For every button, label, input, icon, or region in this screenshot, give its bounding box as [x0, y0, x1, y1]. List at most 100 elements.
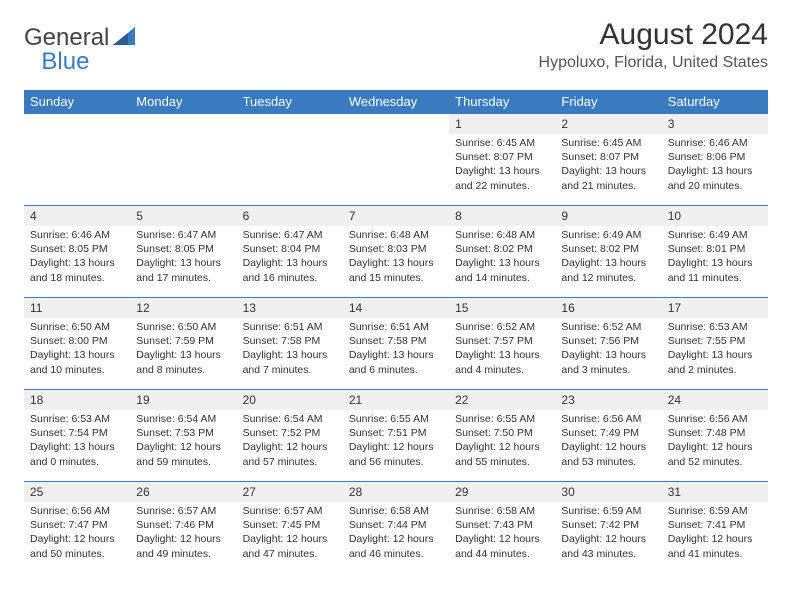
sunrise-value: 6:56 AM [603, 413, 642, 425]
sunrise-value: 6:48 AM [497, 229, 536, 241]
logo-text-blue: Blue [41, 48, 89, 76]
sunrise-label: Sunrise: [243, 413, 282, 425]
day-number: 12 [130, 298, 236, 318]
sunset-value: 8:05 PM [175, 243, 214, 255]
sunset-value: 8:00 PM [69, 335, 108, 347]
daylight-label: Daylight: [668, 441, 709, 453]
daylight-label: Daylight: [136, 441, 177, 453]
sunset-value: 7:49 PM [600, 427, 639, 439]
calendar-day-cell: 5Sunrise: 6:47 AMSunset: 8:05 PMDaylight… [130, 206, 236, 298]
sunset-label: Sunset: [136, 335, 172, 347]
sunrise-value: 6:54 AM [284, 413, 323, 425]
calendar-day-cell: 22Sunrise: 6:55 AMSunset: 7:50 PMDayligh… [449, 390, 555, 482]
sunrise-label: Sunrise: [561, 321, 600, 333]
calendar-day-cell: 26Sunrise: 6:57 AMSunset: 7:46 PMDayligh… [130, 482, 236, 574]
sunset-value: 8:02 PM [600, 243, 639, 255]
sunrise-label: Sunrise: [455, 413, 494, 425]
day-details: Sunrise: 6:51 AMSunset: 7:58 PMDaylight:… [343, 318, 449, 379]
sunrise-label: Sunrise: [30, 413, 69, 425]
calendar-day-cell: 24Sunrise: 6:56 AMSunset: 7:48 PMDayligh… [662, 390, 768, 482]
sunrise-label: Sunrise: [668, 321, 707, 333]
day-number: 24 [662, 390, 768, 410]
day-number: 10 [662, 206, 768, 226]
daylight-label: Daylight: [30, 441, 71, 453]
daylight-label: Daylight: [561, 349, 602, 361]
daylight-label: Daylight: [30, 533, 71, 545]
day-details: Sunrise: 6:54 AMSunset: 7:52 PMDaylight:… [237, 410, 343, 471]
calendar-day-cell: 3Sunrise: 6:46 AMSunset: 8:06 PMDaylight… [662, 114, 768, 206]
day-details: Sunrise: 6:51 AMSunset: 7:58 PMDaylight:… [237, 318, 343, 379]
calendar-day-cell: .. [24, 114, 130, 206]
sunset-value: 7:51 PM [387, 427, 426, 439]
sunrise-value: 6:50 AM [71, 321, 110, 333]
calendar-day-cell: 19Sunrise: 6:54 AMSunset: 7:53 PMDayligh… [130, 390, 236, 482]
sunrise-value: 6:53 AM [71, 413, 110, 425]
sunrise-value: 6:51 AM [284, 321, 323, 333]
day-details: Sunrise: 6:58 AMSunset: 7:44 PMDaylight:… [343, 502, 449, 563]
day-details: Sunrise: 6:46 AMSunset: 8:05 PMDaylight:… [24, 226, 130, 287]
calendar-day-cell: 30Sunrise: 6:59 AMSunset: 7:42 PMDayligh… [555, 482, 661, 574]
sunrise-value: 6:59 AM [603, 505, 642, 517]
sunrise-label: Sunrise: [243, 505, 282, 517]
day-number: 21 [343, 390, 449, 410]
sunrise-label: Sunrise: [349, 505, 388, 517]
sunrise-label: Sunrise: [668, 137, 707, 149]
calendar-day-cell: 23Sunrise: 6:56 AMSunset: 7:49 PMDayligh… [555, 390, 661, 482]
weekday-header: Wednesday [343, 90, 449, 114]
sunset-value: 7:50 PM [494, 427, 533, 439]
sunset-value: 8:04 PM [281, 243, 320, 255]
calendar-day-cell: 1Sunrise: 6:45 AMSunset: 8:07 PMDaylight… [449, 114, 555, 206]
sunset-label: Sunset: [455, 519, 491, 531]
calendar-day-cell: .. [237, 114, 343, 206]
sunset-value: 7:52 PM [281, 427, 320, 439]
sunrise-value: 6:52 AM [497, 321, 536, 333]
sunset-label: Sunset: [455, 335, 491, 347]
sunset-label: Sunset: [349, 335, 385, 347]
day-number: 25 [24, 482, 130, 502]
sunrise-value: 6:58 AM [497, 505, 536, 517]
calendar-week-row: 25Sunrise: 6:56 AMSunset: 7:47 PMDayligh… [24, 482, 768, 574]
sunrise-value: 6:58 AM [390, 505, 429, 517]
sunrise-label: Sunrise: [136, 413, 175, 425]
day-details: Sunrise: 6:55 AMSunset: 7:50 PMDaylight:… [449, 410, 555, 471]
sunrise-label: Sunrise: [30, 229, 69, 241]
calendar-day-cell: 18Sunrise: 6:53 AMSunset: 7:54 PMDayligh… [24, 390, 130, 482]
sunrise-value: 6:52 AM [603, 321, 642, 333]
sunset-label: Sunset: [668, 335, 704, 347]
sunset-value: 7:53 PM [175, 427, 214, 439]
day-details: Sunrise: 6:55 AMSunset: 7:51 PMDaylight:… [343, 410, 449, 471]
day-details: Sunrise: 6:48 AMSunset: 8:03 PMDaylight:… [343, 226, 449, 287]
daylight-label: Daylight: [455, 165, 496, 177]
weekday-header: Thursday [449, 90, 555, 114]
sunset-label: Sunset: [349, 243, 385, 255]
daylight-label: Daylight: [243, 257, 284, 269]
daylight-label: Daylight: [30, 257, 71, 269]
sunset-label: Sunset: [30, 427, 66, 439]
daylight-label: Daylight: [668, 533, 709, 545]
sunset-value: 8:05 PM [69, 243, 108, 255]
day-details: Sunrise: 6:53 AMSunset: 7:55 PMDaylight:… [662, 318, 768, 379]
daylight-label: Daylight: [349, 533, 390, 545]
day-number: 13 [237, 298, 343, 318]
sunset-value: 7:42 PM [600, 519, 639, 531]
calendar-day-cell: 11Sunrise: 6:50 AMSunset: 8:00 PMDayligh… [24, 298, 130, 390]
daylight-label: Daylight: [243, 533, 284, 545]
sunset-label: Sunset: [561, 519, 597, 531]
day-details: Sunrise: 6:59 AMSunset: 7:41 PMDaylight:… [662, 502, 768, 563]
daylight-label: Daylight: [455, 257, 496, 269]
day-number: 5 [130, 206, 236, 226]
daylight-label: Daylight: [668, 257, 709, 269]
daylight-label: Daylight: [668, 349, 709, 361]
sunrise-value: 6:49 AM [709, 229, 748, 241]
daylight-label: Daylight: [455, 533, 496, 545]
sunset-value: 7:44 PM [387, 519, 426, 531]
day-details: Sunrise: 6:47 AMSunset: 8:05 PMDaylight:… [130, 226, 236, 287]
daylight-label: Daylight: [455, 349, 496, 361]
sunset-value: 7:45 PM [281, 519, 320, 531]
sunrise-label: Sunrise: [136, 321, 175, 333]
weekday-header: Sunday [24, 90, 130, 114]
sunset-label: Sunset: [30, 335, 66, 347]
sunrise-value: 6:54 AM [178, 413, 217, 425]
daylight-label: Daylight: [349, 441, 390, 453]
sunset-label: Sunset: [30, 243, 66, 255]
